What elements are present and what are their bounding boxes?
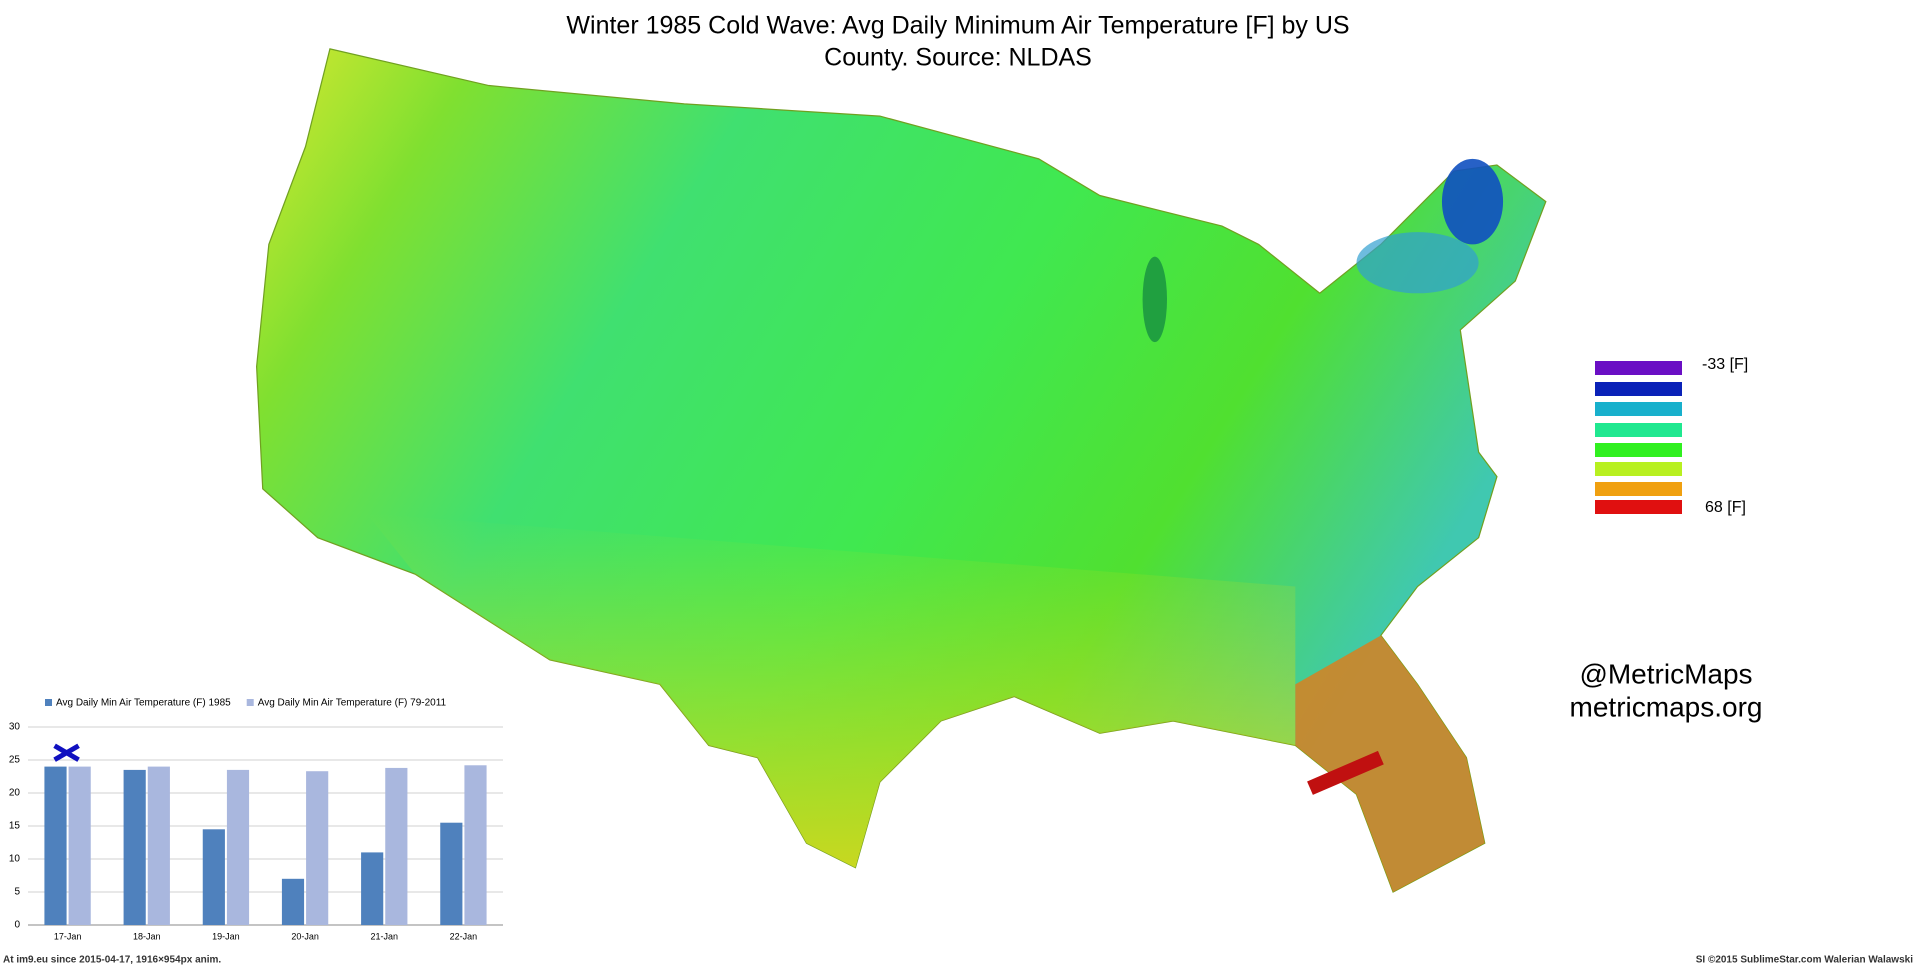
legend-swatch [1595, 443, 1682, 457]
x-tick-label: 20-Jan [291, 931, 319, 941]
credit: metricmaps.org [1570, 691, 1763, 722]
y-tick-label: 10 [9, 854, 21, 865]
legend-swatch [1595, 462, 1682, 476]
y-tick-label: 5 [14, 887, 20, 898]
credit: @MetricMaps [1579, 658, 1752, 689]
legend-swatch [1595, 382, 1682, 396]
legend-swatch [1595, 500, 1682, 514]
legend-swatch [1595, 482, 1682, 496]
legend-label: Avg Daily Min Air Temperature (F) 79-201… [258, 698, 447, 709]
florida-warm [1295, 635, 1485, 893]
y-tick-label: 20 [9, 788, 21, 799]
bar [361, 852, 384, 925]
south-warm [366, 513, 1296, 868]
footer-left: At im9.eu since 2015-04-17, 1916×954px a… [3, 955, 221, 966]
bar [226, 769, 250, 925]
bar [306, 771, 329, 925]
bar [147, 766, 170, 925]
legend-max: 68 [F] [1705, 499, 1746, 516]
marker [53, 743, 80, 762]
legend-swatch [246, 699, 254, 706]
bar [464, 765, 487, 925]
new-england-cool [1356, 232, 1479, 294]
inset-chart: 0 5 10 15 20 25 30 17-Jan 18-Jan 19-Jan 20-Jan 21-J… [0, 690, 512, 952]
title-line: County. Source: NLDAS [824, 44, 1092, 72]
y-tick-label: 15 [9, 821, 21, 832]
bar [281, 878, 305, 925]
legend-label: Avg Daily Min Air Temperature (F) 1985 [56, 698, 231, 709]
legend-swatch [1595, 361, 1682, 375]
x-tick-label: 18-Jan [133, 931, 161, 941]
maine-cold [1441, 158, 1504, 245]
legend-swatch [1595, 423, 1682, 437]
x-tick-label: 19-Jan [212, 931, 240, 941]
legend-swatch [45, 699, 52, 706]
y-tick-label: 25 [9, 755, 21, 766]
y-tick-label: 0 [14, 920, 20, 931]
bar [385, 767, 408, 925]
x-tick-label: 21-Jan [370, 931, 398, 941]
lake-michigan [1142, 256, 1168, 343]
map [256, 48, 1547, 893]
bar [123, 769, 146, 925]
title-line: Winter 1985 Cold Wave: Avg Daily Minimum… [566, 12, 1349, 40]
x-tick-label: 22-Jan [450, 931, 478, 941]
bar [440, 822, 463, 925]
legend-swatch [1595, 402, 1682, 416]
legend-min: -33 [F] [1702, 356, 1748, 373]
footer-right: SI ©2015 SublimeStar.com Walerian Walaws… [1696, 955, 1913, 966]
y-tick-label: 30 [9, 722, 21, 733]
florida-ridge [1307, 750, 1384, 795]
bar [44, 766, 67, 925]
bar [202, 829, 225, 925]
bar [68, 766, 91, 925]
x-tick-label: 17-Jan [54, 931, 82, 941]
